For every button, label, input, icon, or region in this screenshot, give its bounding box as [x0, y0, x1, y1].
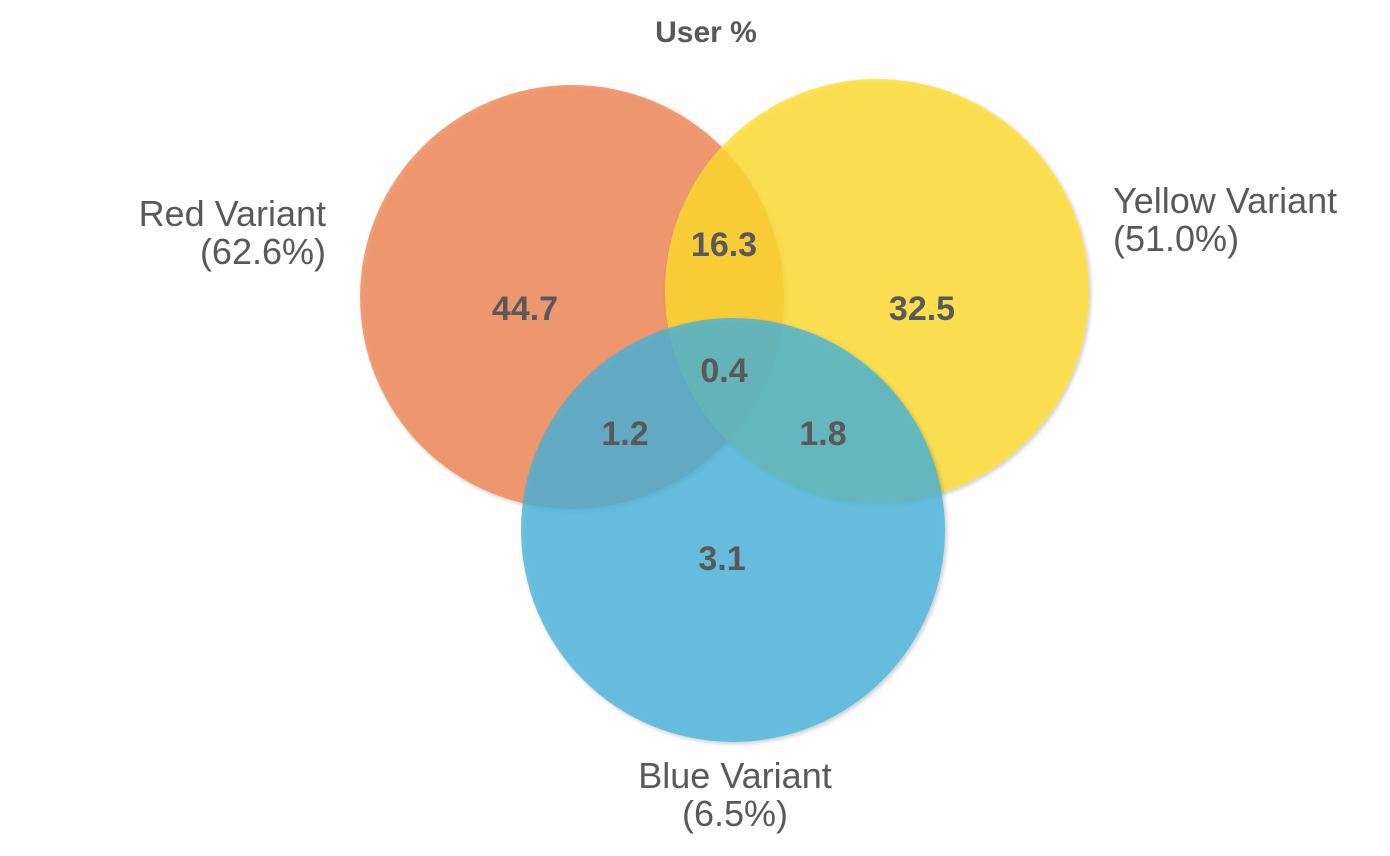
- chart-title: User %: [655, 16, 757, 49]
- region-value-yellow-blue: 1.8: [799, 415, 846, 453]
- yellow-variant-name: Yellow Variant: [1113, 180, 1338, 221]
- region-value-red-only: 44.7: [492, 290, 558, 328]
- red-variant-label: Red Variant (62.6%): [100, 195, 326, 271]
- red-variant-total: (62.6%): [199, 231, 326, 272]
- blue-variant-label: Blue Variant (6.5%): [585, 757, 885, 833]
- region-value-blue-only: 3.1: [698, 540, 745, 578]
- yellow-variant-label: Yellow Variant (51.0%): [1113, 182, 1373, 258]
- yellow-variant-total: (51.0%): [1113, 218, 1240, 259]
- region-value-red-yellow: 16.3: [691, 226, 757, 264]
- region-value-red-blue: 1.2: [601, 415, 648, 453]
- blue-variant-circle: [521, 318, 945, 742]
- blue-variant-name: Blue Variant: [638, 755, 832, 796]
- region-value-red-yellow-blue: 0.4: [700, 352, 747, 390]
- blue-variant-total: (6.5%): [681, 793, 789, 834]
- red-variant-name: Red Variant: [138, 193, 326, 234]
- region-value-yellow-only: 32.5: [889, 290, 955, 328]
